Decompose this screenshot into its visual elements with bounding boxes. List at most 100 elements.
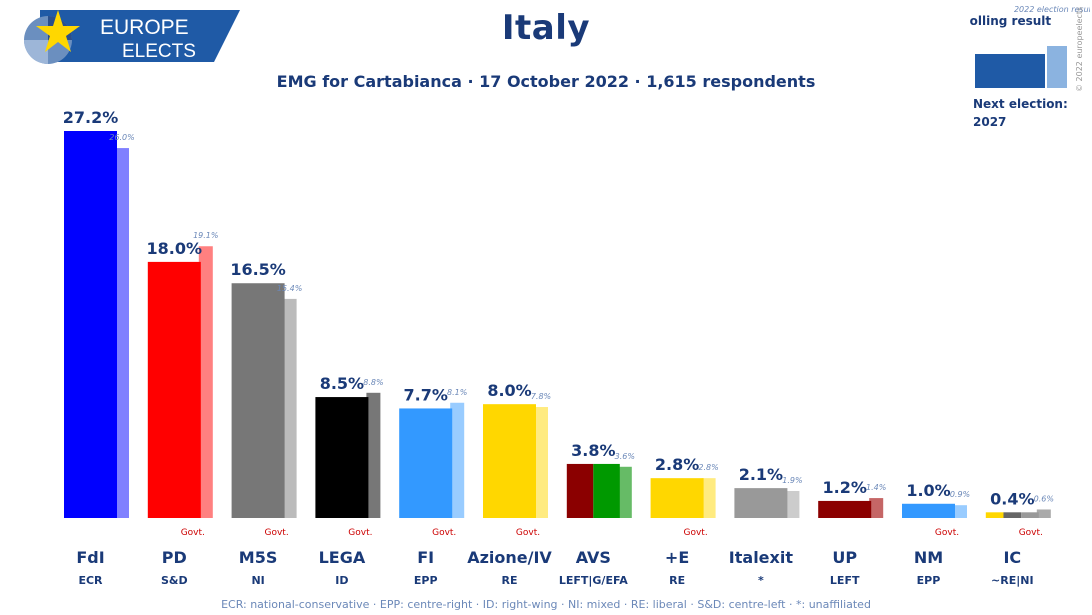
polling-bar	[818, 500, 872, 518]
previous-value-label: 1.9%	[782, 476, 802, 485]
polling-bar	[315, 397, 369, 518]
polling-bar	[650, 478, 704, 518]
polling-bar	[985, 512, 1004, 518]
govt-label: Govt.	[181, 528, 205, 538]
group-label: LEFT|G/EFA	[559, 574, 628, 587]
value-label: 8.5%	[320, 374, 364, 393]
previous-value-label: 8.8%	[363, 378, 383, 387]
election-bar	[198, 246, 213, 518]
legend-polling-swatch	[975, 54, 1045, 88]
europe-elects-logo: EUROPE ELECTS	[24, 10, 240, 64]
value-label: 27.2%	[63, 108, 119, 127]
election-bar	[450, 402, 465, 518]
previous-value-label: 0.6%	[1034, 494, 1054, 503]
election-bar	[701, 478, 716, 518]
logo-star-icon	[36, 10, 80, 52]
election-bar	[534, 407, 548, 518]
chart-subtitle: EMG for Cartabianca · 17 October 2022 · …	[276, 72, 816, 91]
party-label: IC	[1003, 548, 1021, 567]
party-label: UP	[832, 548, 857, 567]
value-label: 2.1%	[739, 465, 783, 484]
previous-value-label: 26.0%	[109, 133, 134, 142]
polling-bar	[593, 463, 620, 518]
govt-label: Govt.	[683, 528, 707, 538]
polling-bar	[483, 404, 536, 518]
election-bar	[366, 392, 381, 518]
polling-bar	[1003, 512, 1022, 518]
value-label: 16.5%	[230, 260, 286, 279]
legend-election-label: 2022 election result	[1014, 5, 1090, 14]
previous-value-label: 15.4%	[277, 284, 302, 293]
legend-copyright: © 2022 europeelects	[1075, 7, 1084, 92]
party-label: NM	[914, 548, 943, 567]
group-label: ID	[335, 574, 348, 587]
value-label: 8.0%	[487, 381, 531, 400]
group-label: RE	[502, 574, 518, 587]
party-label: LEGA	[319, 548, 366, 567]
election-bar	[1036, 509, 1051, 518]
govt-label: Govt.	[432, 528, 456, 538]
value-label: 18.0%	[147, 239, 203, 258]
group-label: S&D	[161, 574, 188, 587]
value-label: 3.8%	[571, 441, 615, 460]
polling-bar	[734, 488, 788, 518]
previous-value-label: 7.8%	[531, 392, 551, 401]
polling-bar	[566, 463, 594, 518]
group-label: LEFT	[830, 574, 860, 587]
previous-value-label: 2.8%	[698, 463, 718, 472]
election-bar	[953, 505, 967, 518]
legend-polling-label: Polling result	[970, 14, 1051, 28]
value-label: 1.2%	[823, 478, 867, 497]
govt-label: Govt.	[1019, 528, 1043, 538]
legend-election-swatch	[1047, 46, 1067, 88]
value-label: 1.0%	[906, 481, 950, 500]
group-label: EPP	[917, 574, 941, 587]
next-election-year: 2027	[973, 115, 1006, 129]
govt-label: Govt.	[348, 528, 372, 538]
polling-bar	[64, 131, 117, 518]
logo-banner	[40, 10, 240, 62]
previous-value-label: 8.1%	[447, 388, 467, 397]
group-label: RE	[669, 574, 685, 587]
party-label: FdI	[76, 548, 104, 567]
govt-label: Govt.	[935, 528, 959, 538]
legend: Polling result 2022 election result © 20…	[970, 5, 1090, 129]
party-label: Italexit	[729, 548, 794, 567]
value-label: 7.7%	[404, 385, 448, 404]
party-label: +E	[665, 548, 689, 567]
party-label: FI	[417, 548, 434, 567]
next-election-label: Next election:	[973, 97, 1068, 111]
polling-bar	[1021, 512, 1039, 518]
govt-label: Govt.	[516, 528, 540, 538]
previous-value-label: 0.9%	[950, 490, 970, 499]
chart-title: Italy	[501, 8, 591, 48]
polling-bar	[147, 261, 201, 518]
election-bar	[115, 148, 129, 518]
polling-bar	[902, 503, 955, 518]
group-label: ~RE|NI	[991, 574, 1034, 587]
party-label: Azione/IV	[467, 548, 552, 567]
brand-line1: EUROPE	[100, 16, 189, 39]
party-label: PD	[162, 548, 187, 567]
polling-bar	[399, 408, 453, 518]
previous-value-label: 19.1%	[193, 231, 218, 240]
govt-label: Govt.	[264, 528, 288, 538]
election-bar	[617, 466, 632, 518]
value-label: 2.8%	[655, 455, 699, 474]
footnote: ECR: national-conservative · EPP: centre…	[221, 598, 871, 611]
previous-value-label: 3.6%	[615, 452, 635, 461]
polling-bar	[231, 283, 285, 518]
group-label: NI	[251, 574, 264, 587]
group-label: EPP	[414, 574, 438, 587]
previous-value-label: 1.4%	[866, 483, 886, 492]
election-bar	[282, 298, 297, 518]
election-bar	[869, 498, 884, 518]
party-label: M5S	[239, 548, 278, 567]
group-label: *	[758, 574, 764, 587]
value-label: 0.4%	[990, 489, 1034, 508]
election-bar	[785, 490, 800, 518]
brand-line2: ELECTS	[122, 41, 196, 62]
party-label: AVS	[576, 548, 611, 567]
group-label: ECR	[78, 574, 103, 587]
